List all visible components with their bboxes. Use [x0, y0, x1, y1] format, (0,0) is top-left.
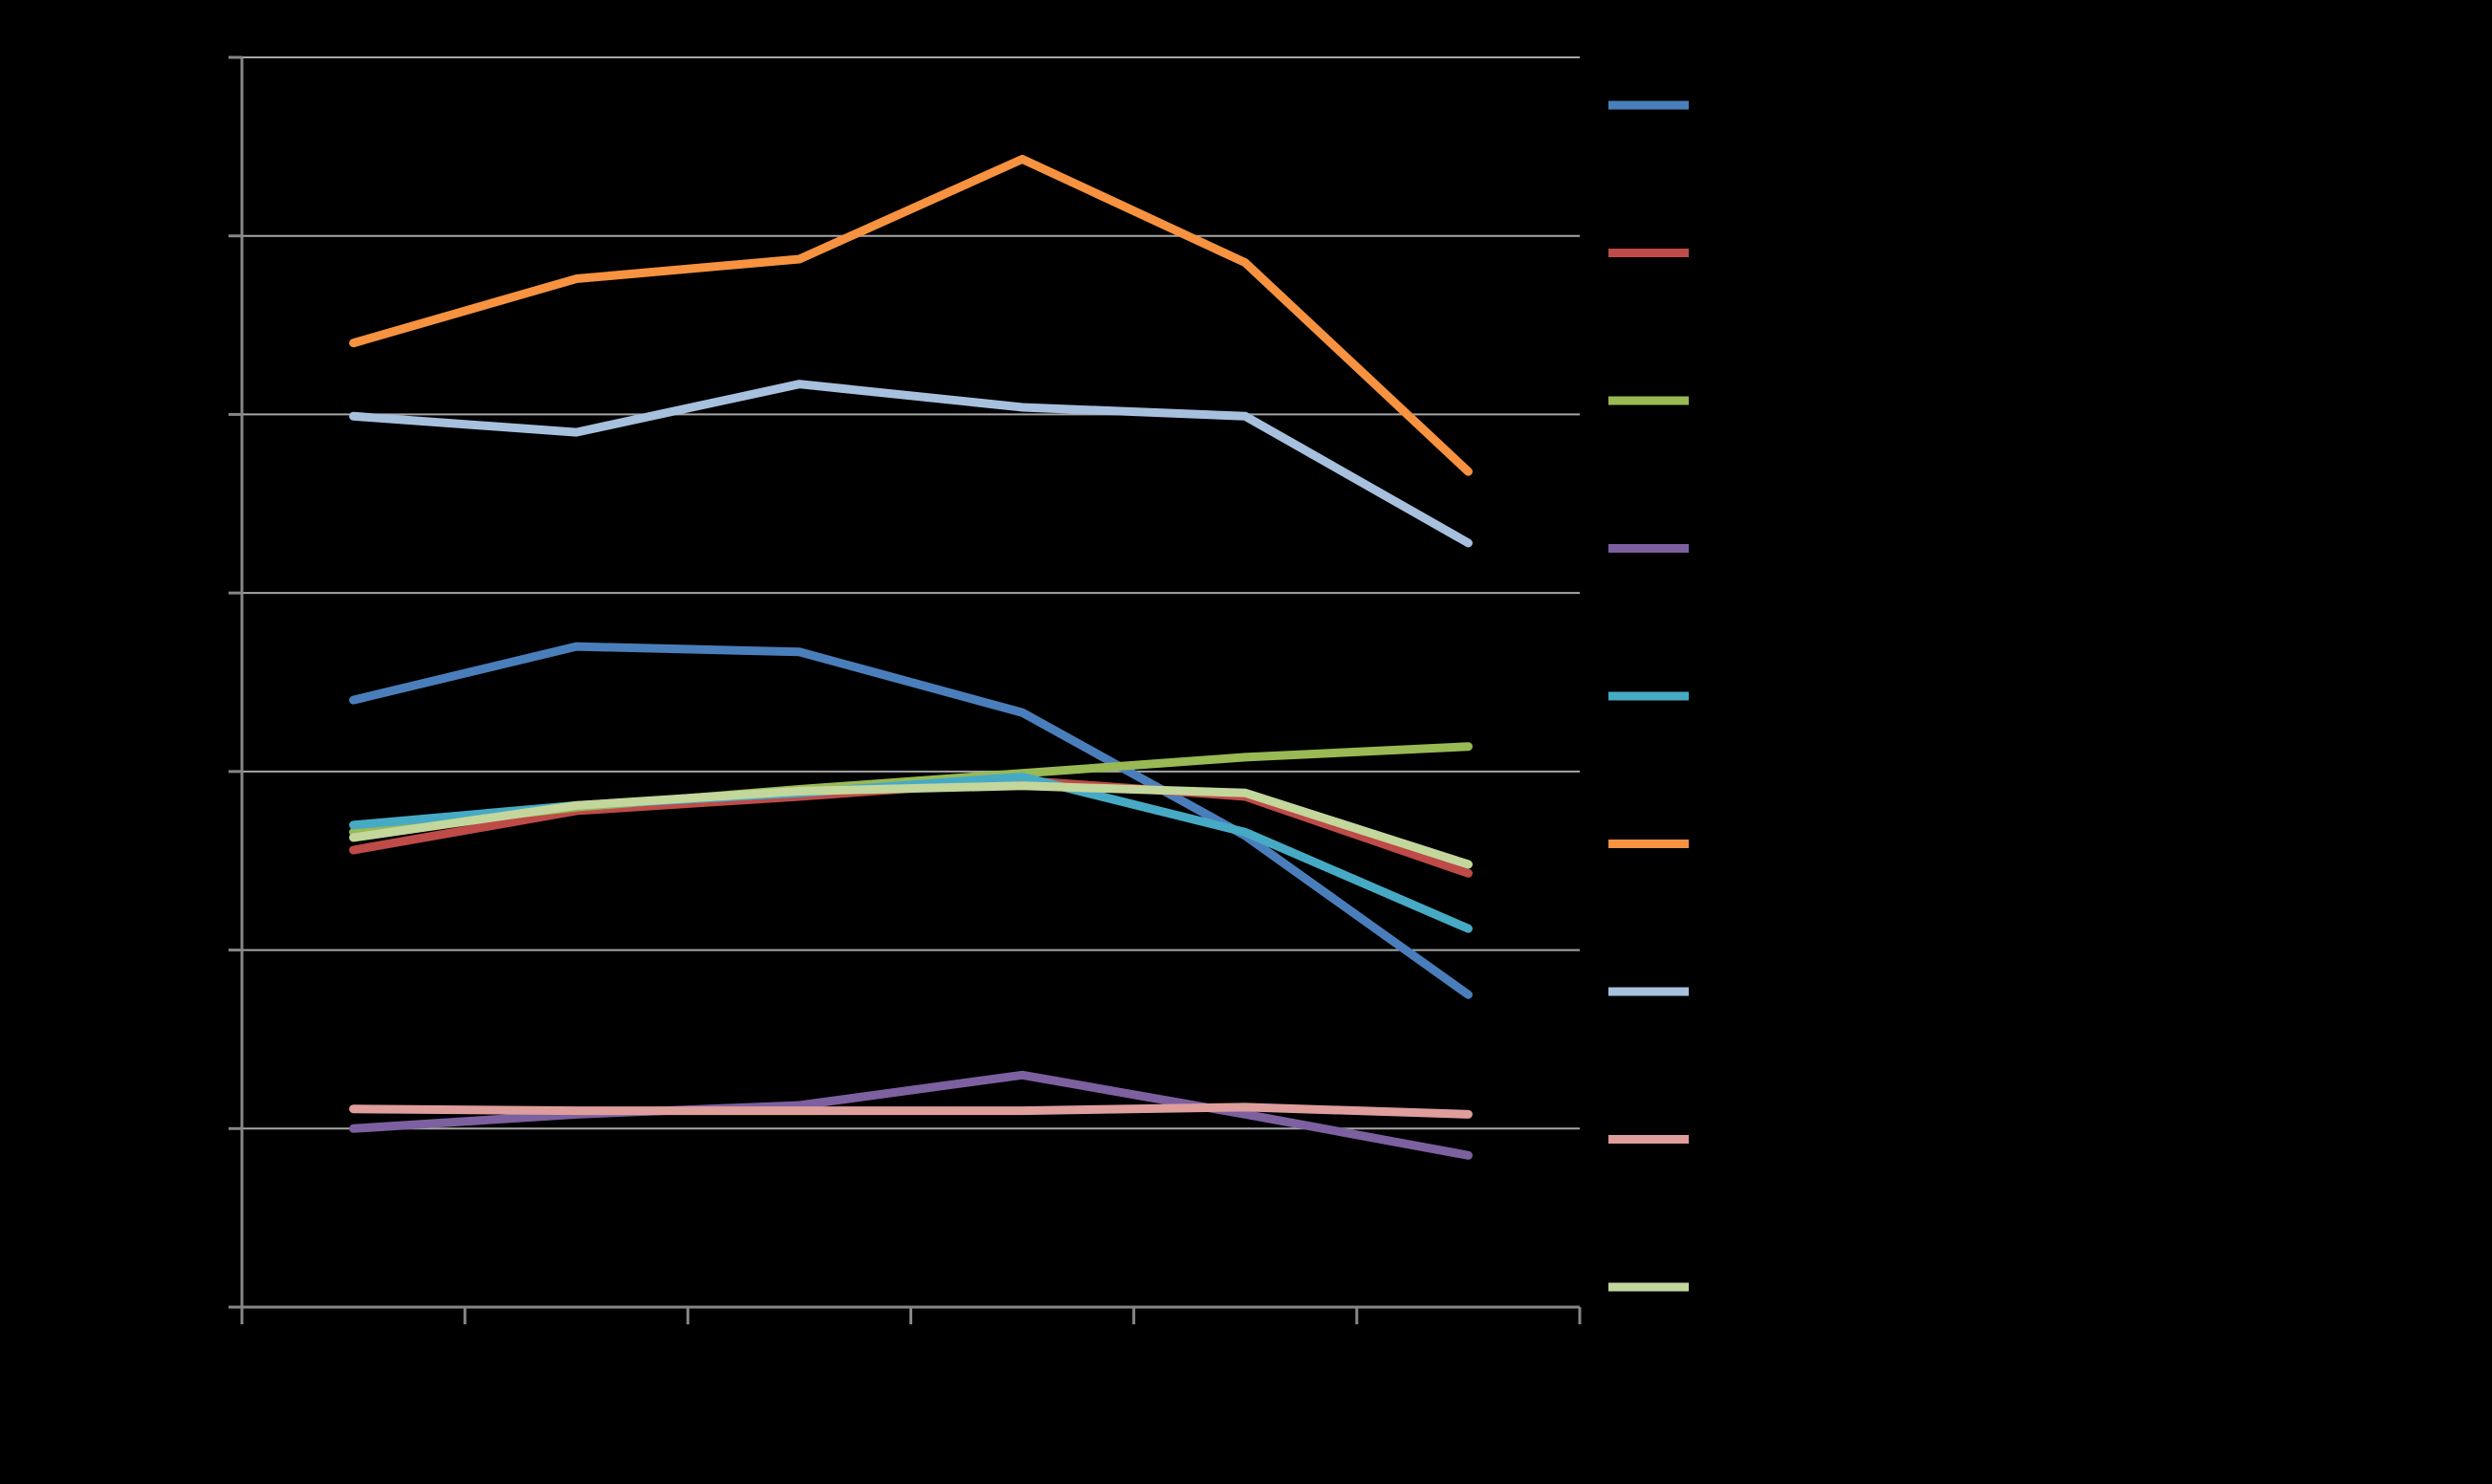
series-line-6: [349, 154, 1473, 476]
series-line-1: [349, 642, 1473, 999]
series-line-9: [349, 781, 1473, 869]
grid-lines: [242, 56, 1580, 1130]
series-line-8: [349, 1102, 1473, 1119]
legend: [1608, 100, 1689, 1292]
series-lines: [349, 154, 1473, 1160]
axes: [229, 55, 1582, 1324]
series-line-4: [349, 1070, 1473, 1160]
series-line-7: [349, 380, 1473, 548]
